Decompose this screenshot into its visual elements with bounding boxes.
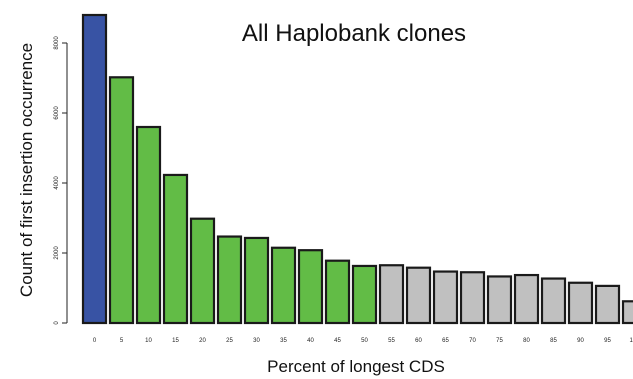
y-tick-label: 8000 — [54, 36, 60, 50]
y-axis-label: Count of first insertion occurrence — [17, 43, 36, 297]
bar-0 — [83, 15, 106, 323]
x-tick-label: 0 — [93, 338, 97, 344]
chart-title: All Haplobank clones — [242, 20, 466, 47]
x-tick-label: 75 — [496, 338, 503, 344]
bar-65 — [434, 272, 457, 323]
bar-35 — [272, 248, 295, 323]
x-tick-label: 60 — [415, 338, 422, 344]
x-tick-label: 15 — [172, 338, 179, 344]
bar-15 — [164, 175, 187, 323]
y-axis: 0 2000 4000 6000 8000 — [54, 36, 67, 325]
bar-70 — [461, 272, 484, 323]
bar-100 — [623, 301, 633, 323]
bar-85 — [542, 279, 565, 323]
x-tick-label: 95 — [604, 338, 611, 344]
x-tick-label: 65 — [442, 338, 449, 344]
bar-60 — [407, 268, 430, 323]
x-tick-label: 5 — [120, 338, 124, 344]
bar-50 — [353, 266, 376, 323]
bar-25 — [218, 237, 241, 323]
bar-95 — [596, 286, 619, 323]
x-tick-label: 10 — [145, 338, 152, 344]
x-tick-label: 40 — [307, 338, 314, 344]
bar-30 — [245, 238, 268, 323]
x-tick-label: 80 — [523, 338, 530, 344]
bar-75 — [488, 276, 511, 323]
x-tick-label: 30 — [253, 338, 260, 344]
x-tick-label: 70 — [469, 338, 476, 344]
x-tick-label: 100 — [629, 338, 633, 344]
x-tick-label: 35 — [280, 338, 287, 344]
bar-20 — [191, 219, 214, 323]
x-axis-label: Percent of longest CDS — [267, 357, 445, 376]
bar-40 — [299, 250, 322, 323]
y-tick-label: 4000 — [54, 176, 60, 190]
bar-80 — [515, 275, 538, 323]
x-tick-label: 50 — [361, 338, 368, 344]
x-tick-label: 85 — [550, 338, 557, 344]
x-tick-labels: 0 5 10 15 20 25 30 35 40 45 50 55 60 65 70 75 80 85 90 95 10… — [93, 338, 633, 344]
bar-45 — [326, 261, 349, 323]
x-tick-label: 45 — [334, 338, 341, 344]
y-tick-label: 2000 — [54, 246, 60, 260]
bar-90 — [569, 283, 592, 323]
bar-10 — [137, 127, 160, 323]
x-tick-label: 90 — [577, 338, 584, 344]
bar-5 — [110, 77, 133, 323]
bar-55 — [380, 265, 403, 323]
x-tick-label: 20 — [199, 338, 206, 344]
bars-group — [83, 15, 633, 323]
y-tick-label: 0 — [54, 321, 60, 325]
y-tick-label: 6000 — [54, 106, 60, 120]
x-tick-label: 55 — [388, 338, 395, 344]
x-tick-label: 25 — [226, 338, 233, 344]
